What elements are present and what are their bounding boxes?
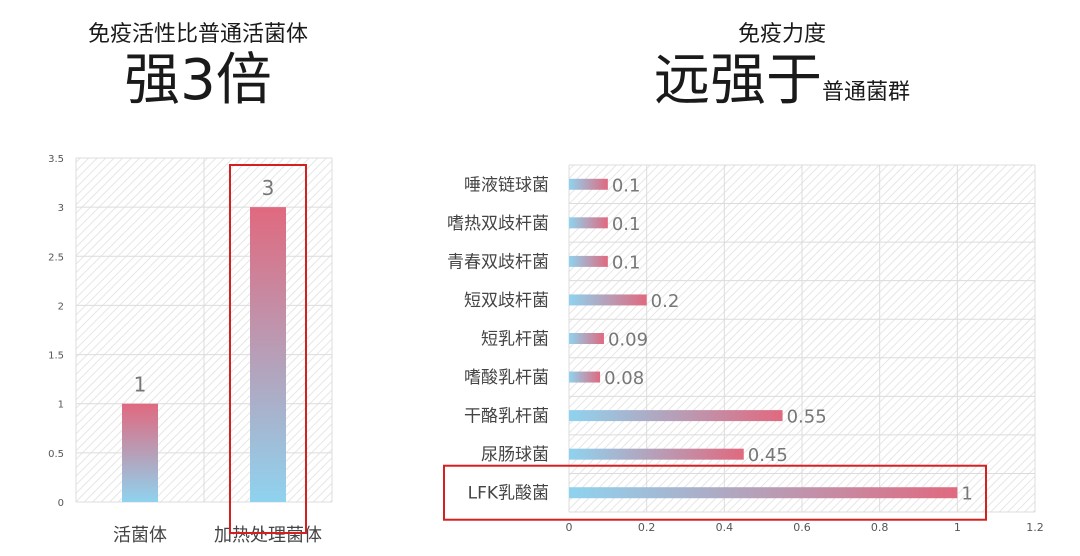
y-category-label: 唾液链球菌 (464, 175, 549, 195)
x-tick-label: 0.6 (793, 521, 811, 534)
right-subtitle: 免疫力度 (737, 22, 826, 47)
data-label: 3 (262, 176, 275, 200)
y-tick-label: 1 (58, 400, 64, 411)
data-label: 0.55 (787, 407, 827, 428)
x-tick-label: 0 (566, 521, 573, 534)
bar (569, 448, 744, 460)
x-category-label: 加热处理菌体 (214, 525, 322, 546)
y-tick-label: 3 (58, 203, 64, 214)
y-category-label: 干酪乳杆菌 (464, 407, 549, 427)
y-tick-label: 2 (58, 301, 64, 312)
bar (569, 178, 608, 190)
highlight-box (443, 464, 987, 521)
y-tick-label: 2.5 (48, 252, 64, 263)
bar (569, 294, 647, 306)
y-category-label: 嗜酸乳杆菌 (464, 368, 549, 388)
y-tick-label: 3.5 (48, 154, 64, 165)
data-label: 0.2 (651, 291, 680, 312)
bar (250, 207, 286, 502)
right-headline-suffix: 普通菌群 (821, 80, 910, 105)
x-tick-label: 0.4 (716, 521, 734, 534)
y-category-label: LFK乳酸菌 (468, 484, 549, 504)
data-label: 0.1 (612, 252, 641, 273)
data-label: 0.1 (612, 175, 641, 196)
data-label: 0.09 (608, 330, 648, 351)
y-tick-label: 0.5 (48, 449, 64, 460)
bar (122, 403, 158, 502)
y-tick-label: 0 (58, 498, 64, 509)
x-category-label: 活菌体 (113, 525, 167, 546)
y-category-label: 青春双歧杆菌 (447, 252, 549, 272)
bar (569, 217, 608, 229)
bar (569, 255, 608, 267)
bar (569, 371, 601, 383)
x-tick-label: 1 (954, 521, 961, 534)
y-category-label: 尿肠球菌 (481, 445, 549, 465)
left-subtitle: 免疫活性比普通活菌体 (87, 22, 308, 47)
data-label: 0.45 (748, 445, 788, 466)
bar (569, 333, 604, 344)
right-bar-chart: 0 0.2 0.4 0.6 0.8 1 1.2 0.1 唾液链球菌 0.1 嗜热双歧杆菌 0.1 青春双… (443, 164, 1044, 534)
highlight-box (229, 164, 307, 534)
y-category-label: 短乳杆菌 (481, 330, 549, 350)
bar (569, 410, 783, 422)
y-category-label: 短双歧杆菌 (464, 291, 549, 311)
data-label: 1 (961, 484, 972, 505)
right-headline: 远强于普通菌群 (612, 53, 952, 109)
x-tick-label: 0.2 (638, 521, 656, 534)
right-headline-main: 远强于 (653, 48, 822, 113)
y-tick-label: 1.5 (48, 351, 64, 362)
y-category-label: 嗜热双歧杆菌 (447, 214, 549, 234)
data-label: 0.08 (604, 368, 644, 389)
data-label: 1 (134, 373, 147, 397)
x-tick-label: 0.8 (871, 521, 889, 534)
left-bar-chart: 0 0.5 1 1.5 2 2.5 3 3.5 1 活菌体 3 加热处理菌体 (48, 154, 333, 546)
data-label: 0.1 (612, 214, 641, 235)
bar (569, 487, 958, 499)
left-headline: 强3倍 (124, 48, 272, 113)
x-tick-label: 1.2 (1026, 521, 1044, 534)
